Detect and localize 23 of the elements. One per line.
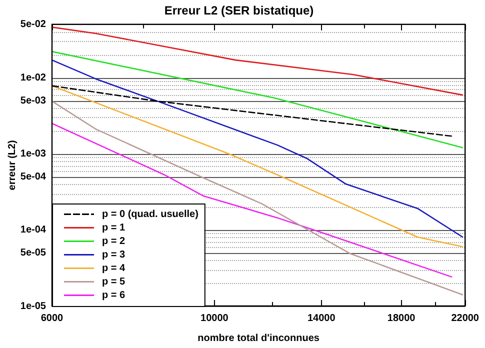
y-tick-label: 5e-04 [20, 171, 46, 182]
y-axis-title: erreur (L2) [6, 140, 18, 190]
y-tick-label: 1e-05 [20, 300, 46, 312]
legend-label: p = 6 [102, 290, 126, 301]
y-tick-label: 1e-03 [20, 148, 46, 160]
y-tick-label: 5e-03 [20, 95, 46, 106]
x-tick-label: 6000 [40, 312, 64, 324]
y-tick-label: 5e-02 [20, 19, 46, 30]
x-tick-label: 22000 [451, 312, 480, 324]
legend-label: p = 0 (quad. usuelle) [102, 209, 198, 220]
legend-label: p = 4 [102, 263, 126, 274]
x-tick-label: 10000 [200, 312, 229, 324]
y-tick-label: 1e-02 [20, 72, 46, 84]
legend-label: p = 1 [102, 222, 126, 234]
x-tick-label: 18000 [387, 312, 416, 324]
y-tick-label: 5e-05 [20, 248, 46, 259]
x-tick-label: 14000 [307, 312, 336, 324]
legend-label: p = 2 [102, 236, 126, 247]
legend-label: p = 3 [102, 250, 126, 260]
x-axis-title: nombre total d'inconnues [198, 332, 320, 344]
legend-label: p = 5 [102, 276, 126, 288]
y-tick-label: 1e-04 [20, 224, 46, 236]
chart-title: Erreur L2 (SER bistatique) [164, 4, 314, 18]
